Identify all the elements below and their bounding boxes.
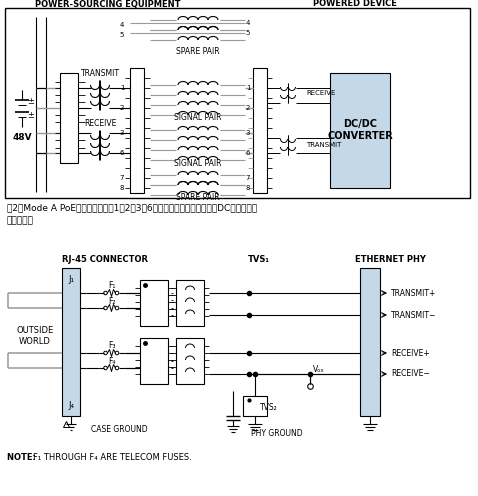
Text: 7: 7 <box>120 175 124 181</box>
Text: SIGNAL PAIR: SIGNAL PAIR <box>174 114 222 123</box>
Text: RECEIVE: RECEIVE <box>84 120 116 128</box>
Text: SPARE PAIR: SPARE PAIR <box>176 48 220 57</box>
Text: RECEIVE+: RECEIVE+ <box>391 349 430 358</box>
Bar <box>243 396 267 416</box>
Text: J₁: J₁ <box>68 275 74 285</box>
Text: DC/DC
CONVERTER: DC/DC CONVERTER <box>327 119 393 141</box>
Text: ±: ± <box>28 98 34 107</box>
Bar <box>5 8 470 198</box>
Text: 48V: 48V <box>12 133 32 142</box>
Bar <box>140 280 168 326</box>
Text: TRANSMIT+: TRANSMIT+ <box>391 289 436 298</box>
Text: J₄: J₄ <box>68 401 74 411</box>
Text: TVS₂: TVS₂ <box>260 404 278 413</box>
Text: F₁: F₁ <box>109 282 116 291</box>
Text: POWER-SOURCING EQUIPMENT: POWER-SOURCING EQUIPMENT <box>35 0 181 8</box>
Text: 1: 1 <box>246 85 250 91</box>
Text: 3: 3 <box>120 130 124 136</box>
Text: 5: 5 <box>246 30 250 36</box>
Text: TVS₁: TVS₁ <box>248 255 270 264</box>
Text: POWERED DEVICE: POWERED DEVICE <box>313 0 397 8</box>
Text: RECEIVE: RECEIVE <box>306 90 336 96</box>
Text: 6: 6 <box>120 150 124 156</box>
Text: 4: 4 <box>246 20 250 26</box>
Text: 图2，Mode A PoE使用数据信号对1、2和3、6，因而通过这些数据对，将DC电压与信号
结合起来。: 图2，Mode A PoE使用数据信号对1、2和3、6，因而通过这些数据对，将D… <box>7 203 257 225</box>
Text: PHY GROUND: PHY GROUND <box>251 430 303 438</box>
Bar <box>176 338 204 384</box>
Text: TRANSMIT: TRANSMIT <box>80 69 120 78</box>
Text: TRANSMIT−: TRANSMIT− <box>391 310 436 319</box>
Text: 2: 2 <box>246 105 250 111</box>
Bar <box>130 68 144 193</box>
Text: NOTE:: NOTE: <box>7 453 39 462</box>
Text: 3: 3 <box>246 130 250 136</box>
Text: RJ-45 CONNECTOR: RJ-45 CONNECTOR <box>62 255 148 264</box>
Text: 7: 7 <box>246 175 250 181</box>
Text: TRANSMIT: TRANSMIT <box>306 142 341 148</box>
Text: F₁ THROUGH F₄ ARE TELECOM FUSES.: F₁ THROUGH F₄ ARE TELECOM FUSES. <box>33 453 192 462</box>
Bar <box>253 68 267 193</box>
Bar <box>60 73 78 163</box>
Text: 4: 4 <box>120 22 124 28</box>
Text: RECEIVE−: RECEIVE− <box>391 370 430 378</box>
Text: F₂: F₂ <box>108 297 116 306</box>
Text: 8: 8 <box>246 185 250 191</box>
Text: 6: 6 <box>246 150 250 156</box>
Text: F₄: F₄ <box>109 357 116 366</box>
Bar <box>62 268 80 416</box>
Text: Vₒₓ: Vₒₓ <box>313 366 325 374</box>
Text: ±: ± <box>28 112 34 121</box>
Bar <box>140 338 168 384</box>
Text: F₃: F₃ <box>108 342 116 351</box>
Text: 2: 2 <box>120 105 124 111</box>
Text: 8: 8 <box>120 185 124 191</box>
Text: SIGNAL PAIR: SIGNAL PAIR <box>174 159 222 168</box>
Text: 1: 1 <box>120 85 124 91</box>
Text: 5: 5 <box>120 32 124 38</box>
Text: CASE GROUND: CASE GROUND <box>91 426 148 434</box>
Bar <box>360 268 380 416</box>
Text: OUTSIDE
WORLD: OUTSIDE WORLD <box>16 326 54 346</box>
Bar <box>176 280 204 326</box>
Bar <box>330 73 390 188</box>
Text: ETHERNET PHY: ETHERNET PHY <box>355 255 425 264</box>
Text: SPARE PAIR: SPARE PAIR <box>176 192 220 201</box>
